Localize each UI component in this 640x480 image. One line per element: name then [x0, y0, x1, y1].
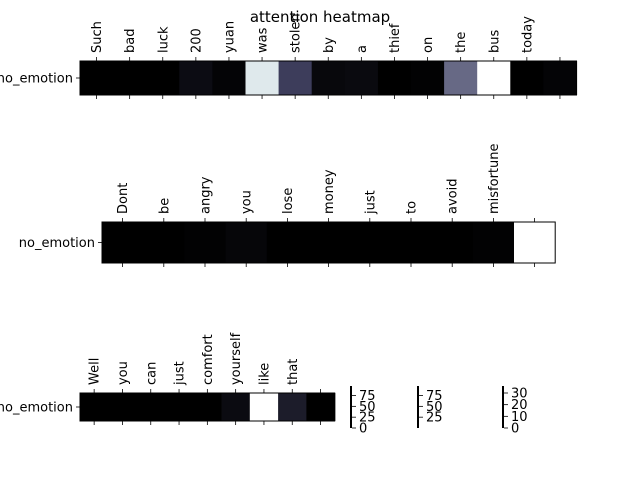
heatmap-cell [411, 61, 445, 95]
heatmap-cell [349, 222, 391, 263]
token-label: bad [123, 29, 138, 53]
token-label: yuan [222, 21, 237, 53]
heatmap-cell [278, 393, 307, 421]
token-label: be [157, 198, 172, 214]
colorbar-tick-label: 0 [359, 422, 367, 437]
heatmap-cell [245, 61, 280, 95]
colorbar-tick-label: 50 [359, 400, 376, 415]
colorbar-bar [417, 386, 419, 428]
row-label: no_emotion [0, 401, 73, 416]
heatmap-cell [179, 61, 213, 95]
colorbar-bar [502, 386, 504, 428]
token-label: avoid [446, 179, 461, 214]
token-label: lose [281, 188, 296, 214]
token-label: to [405, 201, 420, 214]
token-label: by [322, 37, 337, 53]
heatmap-cell [472, 222, 515, 263]
token-label: like [257, 363, 272, 385]
token-label: bus [487, 30, 502, 53]
colorbar-tick-label: 20 [511, 398, 528, 413]
row-label: no_emotion [0, 72, 73, 87]
token-label: misfortune [487, 143, 502, 214]
token-label: angry [199, 176, 214, 214]
colorbar-bar [350, 386, 352, 428]
token-label: comfort [201, 334, 216, 385]
heatmap-cell [193, 393, 223, 421]
token-label: today [520, 16, 535, 53]
heatmap-cell [108, 393, 138, 421]
token-label: you [240, 190, 255, 214]
row-label: no_emotion [19, 236, 95, 251]
colorbar-tick-label: 75 [359, 389, 376, 404]
heatmap-cell [510, 61, 544, 95]
heatmap-cell [113, 61, 147, 95]
colorbar-tick-label: 10 [511, 410, 528, 425]
heatmap-cell [306, 393, 336, 421]
heatmaps-group: no_emotion Such bad luck 200 yuan was stolen by a… [0, 13, 578, 425]
colorbar-tick-label: 50 [426, 400, 443, 415]
token-label: just [173, 361, 188, 386]
token-label: on [421, 37, 436, 53]
token-label: Well [88, 358, 103, 385]
heatmap-cell [136, 393, 166, 421]
token-label: luck [156, 26, 171, 53]
heatmap-cell [225, 222, 268, 263]
heatmap-panel: no_emotion Well you can just comfort yourself l… [0, 332, 336, 425]
heatmap-panel: no_emotion Dont be angry you lose money just to a… [19, 143, 556, 267]
token-label: Dont [116, 183, 131, 214]
heatmap-cell [80, 61, 114, 95]
token-label: was [256, 27, 271, 53]
token-label: 200 [189, 28, 204, 53]
heatmap-cell [377, 61, 412, 95]
token-label: money [322, 169, 337, 214]
heatmap-cell [390, 222, 433, 263]
token-label: Such [90, 21, 105, 53]
token-label: stolen [289, 13, 304, 53]
colorbar-tick-label: 30 [511, 387, 528, 402]
heatmap-cell [514, 222, 556, 263]
colorbar-tick-label: 0 [511, 422, 519, 437]
heatmap-cell [311, 61, 346, 95]
token-label: a [355, 45, 370, 53]
heatmap-cell [164, 393, 194, 421]
heatmap-cell [80, 393, 109, 421]
token-label: that [286, 359, 301, 385]
colorbar-tick-label: 75 [426, 389, 443, 404]
token-label: you [116, 361, 131, 385]
figure-title: attention heatmap [250, 8, 390, 26]
heatmap-cell [308, 222, 350, 263]
token-label: can [144, 362, 159, 385]
heatmap-panel: no_emotion Such bad luck 200 yuan was stolen by a… [0, 13, 578, 99]
heatmap-cell [477, 61, 511, 95]
heatmap-cell [543, 61, 578, 95]
heatmap-cell [344, 61, 379, 95]
heatmap-cell [102, 222, 144, 263]
token-label: the [454, 32, 469, 53]
heatmap-cell [184, 222, 227, 263]
heatmap-cell [444, 61, 478, 95]
heatmap-cell [221, 393, 251, 421]
token-label: thief [388, 23, 403, 53]
heatmap-cell [431, 222, 474, 263]
colorbar-tick-label: 25 [426, 411, 443, 426]
heatmap-cell [146, 61, 180, 95]
token-label: yourself [229, 332, 244, 385]
colorbar-tick-label: 25 [359, 411, 376, 426]
heatmap-cell [249, 393, 279, 421]
heatmap-cell [212, 61, 247, 95]
heatmap-cell [143, 222, 185, 263]
heatmap-cell [278, 61, 313, 95]
token-label: just [363, 190, 378, 215]
heatmap-cell [266, 222, 309, 263]
